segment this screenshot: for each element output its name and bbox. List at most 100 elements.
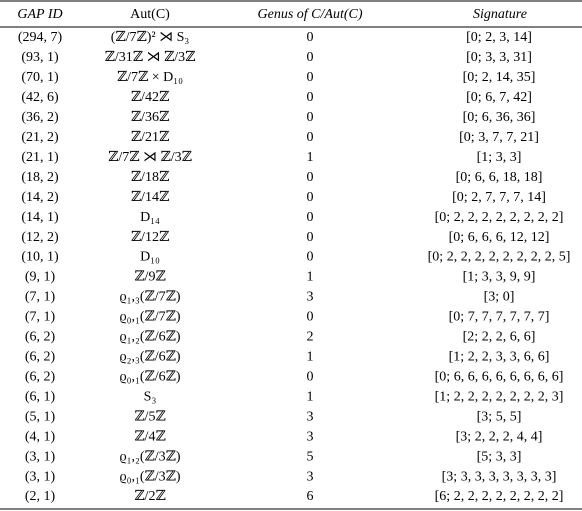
genus: 0 xyxy=(307,310,314,325)
automorphism-group: ℤ/7ℤ ⋊ ℤ/3ℤ xyxy=(108,150,192,165)
header-cell: Genus of C/Aut(C) xyxy=(258,7,363,22)
gap-id: (6, 2) xyxy=(25,369,56,384)
gap-id: (14, 1) xyxy=(21,210,59,225)
signature: [3; 2, 2, 2, 4, 4] xyxy=(456,429,543,444)
signature: [1; 3, 3, 9, 9] xyxy=(463,270,536,285)
signature: [0; 6, 7, 42] xyxy=(466,90,532,105)
gap-id: (21, 1) xyxy=(21,150,59,165)
genus: 3 xyxy=(307,469,314,484)
genus: 0 xyxy=(307,369,314,384)
gap-id: (3, 1) xyxy=(25,449,56,464)
automorphism-group: ϱ₁,₂(ℤ/3ℤ) xyxy=(119,449,180,464)
gap-id: (9, 1) xyxy=(25,270,56,285)
gap-id: (42, 6) xyxy=(21,90,59,105)
gap-id: (7, 1) xyxy=(25,310,56,325)
automorphism-group: ℤ/9ℤ xyxy=(134,270,165,285)
automorphism-group: ℤ/5ℤ xyxy=(134,409,165,424)
genus: 0 xyxy=(307,130,314,145)
gap-id: (2, 1) xyxy=(25,489,56,504)
signature: [5; 3, 3] xyxy=(477,449,522,464)
gap-id: (93, 1) xyxy=(21,50,59,65)
header-cell: Aut(C) xyxy=(130,7,170,22)
signature: [3; 5, 5] xyxy=(477,409,522,424)
automorphism-group: ϱ₀,₁(ℤ/6ℤ) xyxy=(119,369,180,384)
automorphism-group: ℤ/12ℤ xyxy=(131,230,169,245)
automorphism-group: ℤ/36ℤ xyxy=(131,110,169,125)
genus: 1 xyxy=(307,270,314,285)
gap-id: (14, 2) xyxy=(21,190,59,205)
automorphism-group: ϱ₂,₃(ℤ/6ℤ) xyxy=(119,350,180,365)
automorphism-group: ℤ/2ℤ xyxy=(134,489,165,504)
automorphism-group: ℤ/7ℤ × D₁₀ xyxy=(117,70,183,85)
signature: [1; 3, 3] xyxy=(477,150,522,165)
genus: 3 xyxy=(307,409,314,424)
automorphism-group: ϱ₀,₁(ℤ/3ℤ) xyxy=(119,469,180,484)
genus: 0 xyxy=(307,110,314,125)
automorphism-group: ℤ/21ℤ xyxy=(131,130,169,145)
signature: [6; 2, 2, 2, 2, 2, 2, 2, 2] xyxy=(435,489,564,504)
genus: 0 xyxy=(307,70,314,85)
automorphism-group: S₃ xyxy=(144,389,157,404)
genus: 0 xyxy=(307,170,314,185)
genus: 1 xyxy=(307,150,314,165)
signature: [3; 0] xyxy=(484,290,515,305)
signature: [1; 2, 2, 3, 3, 6, 6] xyxy=(449,350,550,365)
signature: [0; 6, 6, 6, 12, 12] xyxy=(449,230,550,245)
automorphism-group: D₁₄ xyxy=(140,210,160,225)
signature: [0; 2, 14, 35] xyxy=(463,70,536,85)
gap-id: (5, 1) xyxy=(25,409,56,424)
genus: 6 xyxy=(307,489,314,504)
automorphism-group: ϱ₁,₃(ℤ/7ℤ) xyxy=(119,290,180,305)
signature: [0; 3, 7, 7, 21] xyxy=(459,130,539,145)
genus: 1 xyxy=(307,389,314,404)
automorphism-group: ℤ/4ℤ xyxy=(134,429,165,444)
signature: [0; 2, 7, 7, 7, 14] xyxy=(452,190,546,205)
gap-id: (21, 2) xyxy=(21,130,59,145)
genus: 0 xyxy=(307,230,314,245)
signature: [2; 2, 2, 6, 6] xyxy=(463,330,536,345)
gap-id: (12, 2) xyxy=(21,230,59,245)
genus: 0 xyxy=(307,30,314,45)
automorphism-group: ℤ/31ℤ ⋊ ℤ/3ℤ xyxy=(105,50,196,65)
gap-id: (70, 1) xyxy=(21,70,59,85)
header-cell: Signature xyxy=(473,7,527,22)
signature: [1; 2, 2, 2, 2, 2, 2, 2, 3] xyxy=(435,389,564,404)
signature: [0; 6, 36, 36] xyxy=(463,110,536,125)
genus: 3 xyxy=(307,429,314,444)
genus: 3 xyxy=(307,290,314,305)
genus: 0 xyxy=(307,190,314,205)
gap-id: (6, 2) xyxy=(25,330,56,345)
genus: 0 xyxy=(307,250,314,265)
automorphism-group: ϱ₁,₂(ℤ/6ℤ) xyxy=(119,330,180,345)
automorphism-group: ℤ/42ℤ xyxy=(131,90,169,105)
gap-id: (18, 2) xyxy=(21,170,59,185)
automorphism-group: (ℤ/7ℤ)² ⋊ S₃ xyxy=(111,30,190,45)
signature: [0; 3, 3, 31] xyxy=(466,50,532,65)
signature: [0; 7, 7, 7, 7, 7, 7] xyxy=(449,310,550,325)
gap-id: (294, 7) xyxy=(18,30,63,45)
gap-id: (3, 1) xyxy=(25,469,56,484)
genus: 2 xyxy=(307,330,314,345)
genus: 1 xyxy=(307,350,314,365)
gap-id: (10, 1) xyxy=(21,250,59,265)
signature: [0; 6, 6, 6, 6, 6, 6, 6, 6] xyxy=(435,369,564,384)
gap-id: (7, 1) xyxy=(25,290,56,305)
signature: [0; 2, 2, 2, 2, 2, 2, 2, 2, 5] xyxy=(428,250,571,265)
genus: 5 xyxy=(307,449,314,464)
signature: [0; 2, 3, 14] xyxy=(466,30,532,45)
automorphism-group: D₁₀ xyxy=(140,250,160,265)
header-cell: GAP ID xyxy=(17,7,62,22)
gap-id: (6, 2) xyxy=(25,350,56,365)
signature: [0; 6, 6, 18, 18] xyxy=(456,170,543,185)
gap-id: (6, 1) xyxy=(25,389,56,404)
automorphism-group: ϱ₀,₁(ℤ/7ℤ) xyxy=(119,310,180,325)
gap-id: (4, 1) xyxy=(25,429,56,444)
genus: 0 xyxy=(307,50,314,65)
genus: 0 xyxy=(307,90,314,105)
automorphism-group: ℤ/14ℤ xyxy=(131,190,169,205)
signature: [3; 3, 3, 3, 3, 3, 3, 3] xyxy=(442,469,557,484)
automorphism-group: ℤ/18ℤ xyxy=(131,170,169,185)
genus: 0 xyxy=(307,210,314,225)
gap-id: (36, 2) xyxy=(21,110,59,125)
